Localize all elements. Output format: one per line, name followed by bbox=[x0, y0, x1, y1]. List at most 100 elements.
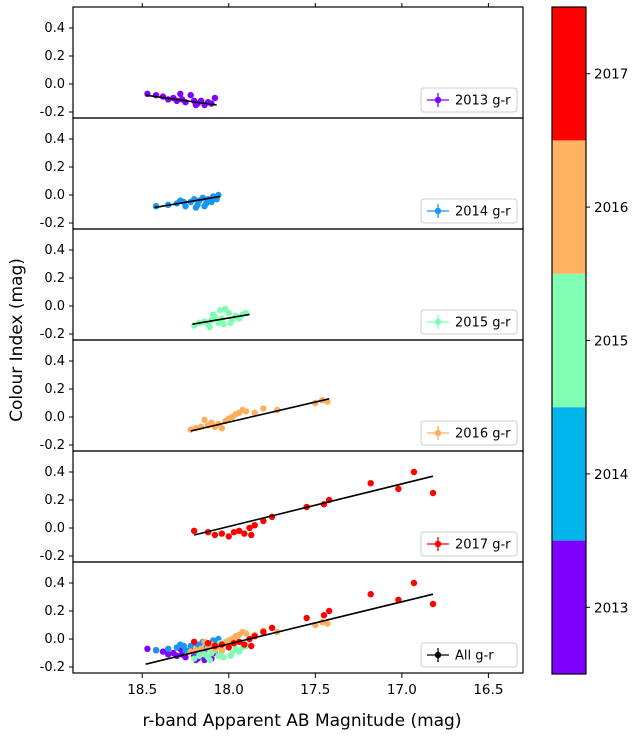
x-tick-label: 17.5 bbox=[300, 682, 330, 698]
data-point-2017 bbox=[395, 596, 402, 603]
legend: 2015 g-r bbox=[420, 309, 518, 335]
legend: All g-r bbox=[420, 642, 518, 668]
colorbar-segment-2015 bbox=[552, 273, 586, 408]
y-tick-label: 0.4 bbox=[44, 354, 65, 369]
colorbar-label: 2013 bbox=[594, 600, 628, 616]
data-point-2017 bbox=[395, 485, 402, 492]
data-point-2015 bbox=[196, 652, 203, 659]
data-point-2017 bbox=[246, 524, 253, 532]
data-point-2017 bbox=[248, 642, 255, 650]
x-tick-label: 18.5 bbox=[127, 682, 157, 698]
y-tick-label: 0.4 bbox=[44, 243, 65, 258]
legend: 2017 g-r bbox=[420, 531, 518, 557]
data-point-2016 bbox=[260, 405, 267, 412]
data-point-2017 bbox=[303, 614, 310, 622]
data-point-2017 bbox=[429, 600, 437, 608]
data-point-2017 bbox=[248, 531, 255, 539]
data-point-2017 bbox=[190, 638, 198, 645]
data-point-2015 bbox=[220, 321, 227, 328]
data-point-2014 bbox=[152, 647, 160, 654]
y-tick-label: 0.4 bbox=[44, 576, 65, 591]
data-point-2013 bbox=[187, 92, 194, 99]
y-tick-label: 0.0 bbox=[44, 521, 65, 536]
legend-box bbox=[420, 309, 518, 335]
y-tick-label: 0.2 bbox=[44, 160, 65, 175]
data-point-2017 bbox=[190, 527, 198, 534]
data-point-2017 bbox=[225, 533, 232, 540]
data-point-2017 bbox=[241, 530, 248, 537]
y-tick-label: 0.0 bbox=[44, 299, 65, 314]
colorbar-frame bbox=[551, 6, 587, 675]
y-tick-label: 0.0 bbox=[44, 632, 65, 647]
data-point-2016 bbox=[218, 425, 226, 432]
data-point-2016 bbox=[201, 416, 208, 423]
data-point-2017 bbox=[204, 640, 212, 647]
legend: 2014 g-r bbox=[420, 198, 518, 224]
y-tick-label: 0.2 bbox=[44, 382, 65, 397]
data-point-2017 bbox=[225, 644, 232, 651]
y-tick-label: 0.2 bbox=[44, 49, 65, 64]
legend-marker bbox=[434, 651, 442, 659]
colorbar-segment-2016 bbox=[552, 140, 586, 274]
data-point-2016 bbox=[251, 409, 258, 416]
data-point-2017 bbox=[241, 641, 248, 648]
data-point-2013 bbox=[164, 651, 172, 658]
colorbar-label: 2014 bbox=[594, 467, 628, 483]
y-tick-label: 0.2 bbox=[44, 604, 65, 619]
fit-line bbox=[190, 398, 330, 432]
data-point-2017 bbox=[320, 612, 328, 619]
y-tick-label: 0.4 bbox=[44, 465, 65, 480]
data-point-2017 bbox=[268, 624, 276, 631]
data-point-2016 bbox=[218, 647, 226, 654]
panel-frame bbox=[72, 561, 524, 674]
y-tick-label: -0.2 bbox=[40, 105, 65, 120]
legend-label: 2013 g-r bbox=[455, 94, 511, 109]
y-tick-label: 0.4 bbox=[44, 132, 65, 147]
data-point-2015 bbox=[227, 652, 234, 659]
y-tick-label: 0.0 bbox=[44, 77, 65, 92]
legend-box bbox=[420, 642, 518, 668]
legend-label: All g-r bbox=[455, 649, 494, 664]
data-point-2017 bbox=[251, 522, 258, 529]
data-point-2013 bbox=[159, 648, 167, 655]
data-point-2014 bbox=[201, 203, 208, 210]
panel-1: -0.2 0.0 0.2 0.4 2013 g-r bbox=[40, 6, 524, 120]
legend-box bbox=[420, 531, 518, 557]
panel-6: -0.2 0.0 0.2 0.4 All g-r bbox=[40, 561, 524, 675]
legend: 2013 g-r bbox=[420, 87, 518, 113]
x-tick-label: 17.0 bbox=[387, 682, 417, 698]
data-point-2017 bbox=[211, 531, 219, 539]
legend-box bbox=[420, 87, 518, 113]
data-point-2017 bbox=[367, 480, 374, 487]
legend-marker bbox=[434, 96, 442, 104]
y-tick-label: 0.0 bbox=[44, 188, 65, 203]
data-point-2017 bbox=[325, 607, 333, 615]
data-point-2014 bbox=[192, 204, 200, 211]
colorbar-segment-2014 bbox=[552, 407, 586, 541]
colorbar-segment-2013 bbox=[552, 540, 586, 674]
y-tick-label: 0.4 bbox=[44, 21, 65, 36]
fit-line bbox=[154, 195, 221, 209]
legend-label: 2015 g-r bbox=[455, 316, 511, 331]
data-point-2017 bbox=[260, 628, 267, 636]
colorbar-segment-2017 bbox=[552, 7, 586, 141]
data-point-2014 bbox=[164, 645, 172, 652]
data-point-2017 bbox=[410, 468, 418, 476]
fit-line bbox=[145, 94, 217, 106]
x-axis: 18.5 18.0 17.5 17.0 16.5 bbox=[127, 673, 503, 698]
data-point-2017 bbox=[218, 530, 226, 537]
data-point-2017 bbox=[367, 591, 374, 598]
data-point-2015 bbox=[220, 654, 227, 661]
legend-marker bbox=[434, 318, 442, 326]
panels: -0.2 0.0 0.2 0.4 2013 g-r -0.2 0.0 0.2 0.4 2014 g… bbox=[40, 3, 524, 675]
data-point-2016 bbox=[242, 408, 250, 415]
legend-marker bbox=[434, 429, 442, 437]
fit-line bbox=[192, 313, 250, 325]
colorbar-label: 2017 bbox=[594, 67, 628, 83]
legend-marker bbox=[434, 207, 442, 215]
y-tick-label: -0.2 bbox=[40, 216, 65, 231]
data-point-2015 bbox=[190, 655, 198, 662]
legend-marker bbox=[434, 540, 442, 548]
y-tick-label: -0.2 bbox=[40, 549, 65, 564]
